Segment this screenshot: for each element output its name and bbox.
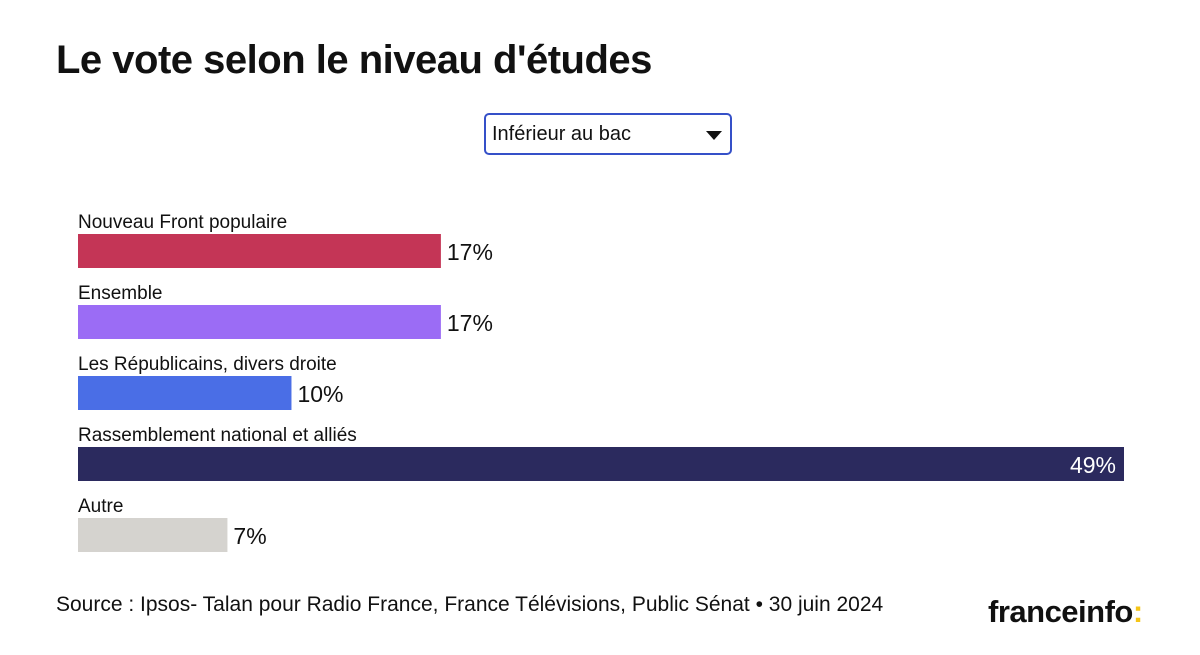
education-level-select[interactable]: Inférieur au bac: [484, 113, 732, 155]
value-label: 7%: [233, 523, 266, 549]
bar: [78, 234, 441, 268]
logo-colon: :: [1132, 594, 1143, 629]
logo-text: franceinfo: [988, 594, 1133, 629]
bar-chart: Nouveau Front populaire 17% Ensemble 17% Les…: [78, 212, 1124, 552]
value-label: 17%: [447, 239, 493, 265]
category-label: Les Républicains, divers droite: [78, 354, 337, 375]
bar: [78, 447, 1124, 481]
bar: [78, 305, 441, 339]
category-label: Autre: [78, 496, 123, 517]
bar: [78, 518, 228, 552]
value-label: 10%: [297, 381, 343, 407]
chevron-down-icon: [706, 131, 722, 140]
category-label: Rassemblement national et alliés: [78, 425, 357, 446]
category-label: Nouveau Front populaire: [78, 212, 287, 233]
page-title: Le vote selon le niveau d'études: [56, 38, 652, 82]
value-label: 17%: [447, 310, 493, 336]
value-label: 49%: [1070, 452, 1116, 478]
education-level-selected: Inférieur au bac: [492, 122, 631, 145]
bar: [78, 376, 292, 410]
franceinfo-logo: franceinfo:: [988, 594, 1143, 630]
source-note: Source : Ipsos- Talan pour Radio France,…: [56, 593, 884, 616]
category-label: Ensemble: [78, 283, 163, 304]
